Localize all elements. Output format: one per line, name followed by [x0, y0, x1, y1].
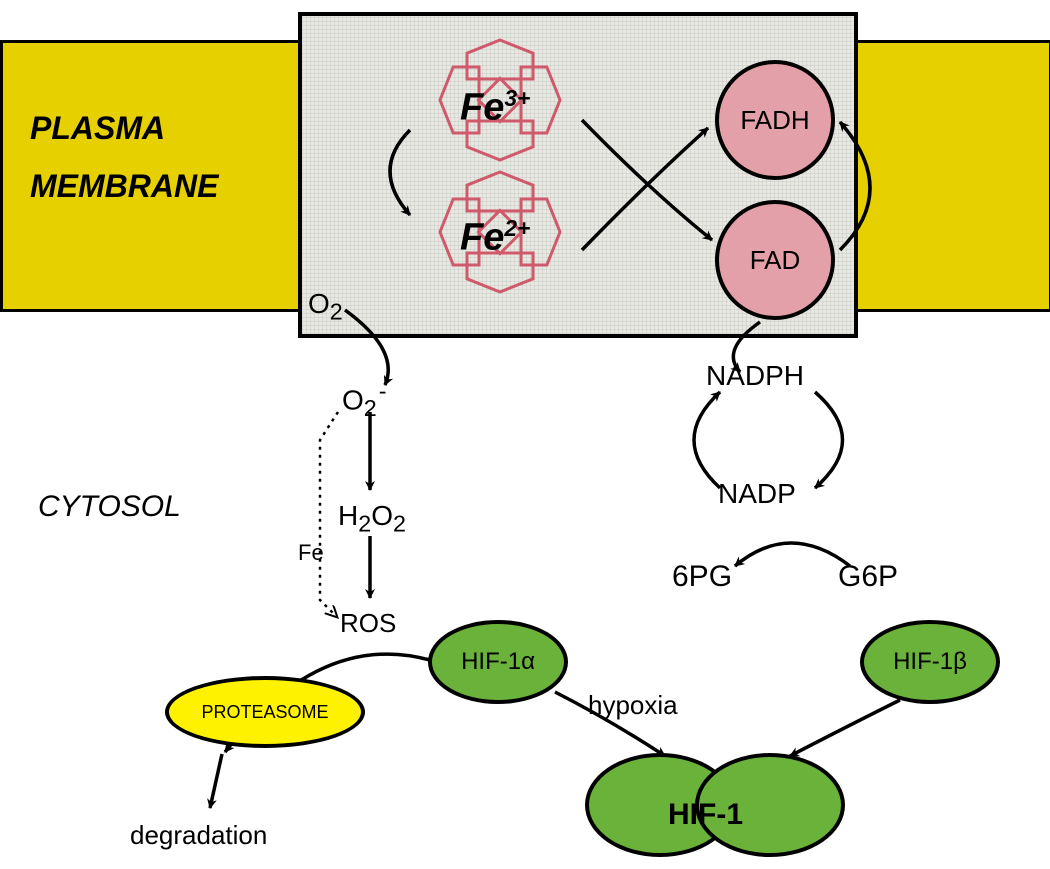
fe-side-label: Fe — [298, 540, 324, 566]
fad-label: FAD — [750, 245, 801, 276]
hif1a-node: HIF-1α — [428, 620, 568, 704]
hif1b-node: HIF-1β — [860, 620, 1000, 704]
fadh-label: FADH — [740, 105, 809, 136]
degradation-label: degradation — [130, 820, 267, 851]
fe3-label: Fe3+ — [460, 85, 530, 130]
o2-label: O2 — [308, 288, 343, 326]
nadp-label: NADP — [718, 478, 796, 510]
fadh-node: FADH — [715, 60, 835, 180]
hif1-label: HIF-1 — [668, 798, 743, 832]
g6p-label: G6P — [838, 560, 898, 594]
fe2-label: Fe2+ — [460, 215, 530, 260]
hif1b-label: HIF-1β — [893, 648, 967, 676]
membrane-right — [852, 40, 1050, 312]
fad-node: FAD — [715, 200, 835, 320]
ros-label: ROS — [340, 608, 396, 639]
nadph-label: NADPH — [706, 360, 804, 392]
h2o2-label: H2O2 — [338, 500, 406, 538]
proteasome-node: PROTEASOME — [165, 676, 365, 748]
hypoxia-label: hypoxia — [588, 690, 678, 721]
o2minus-label: O2- — [342, 378, 387, 422]
plasma-label: PLASMA — [30, 110, 165, 147]
6pg-label: 6PG — [672, 560, 732, 594]
cytosol-label: CYTOSOL — [38, 490, 181, 524]
proteasome-label: PROTEASOME — [201, 702, 328, 723]
hif1a-label: HIF-1α — [461, 648, 535, 676]
membrane-label: MEMBRANE — [30, 168, 218, 205]
